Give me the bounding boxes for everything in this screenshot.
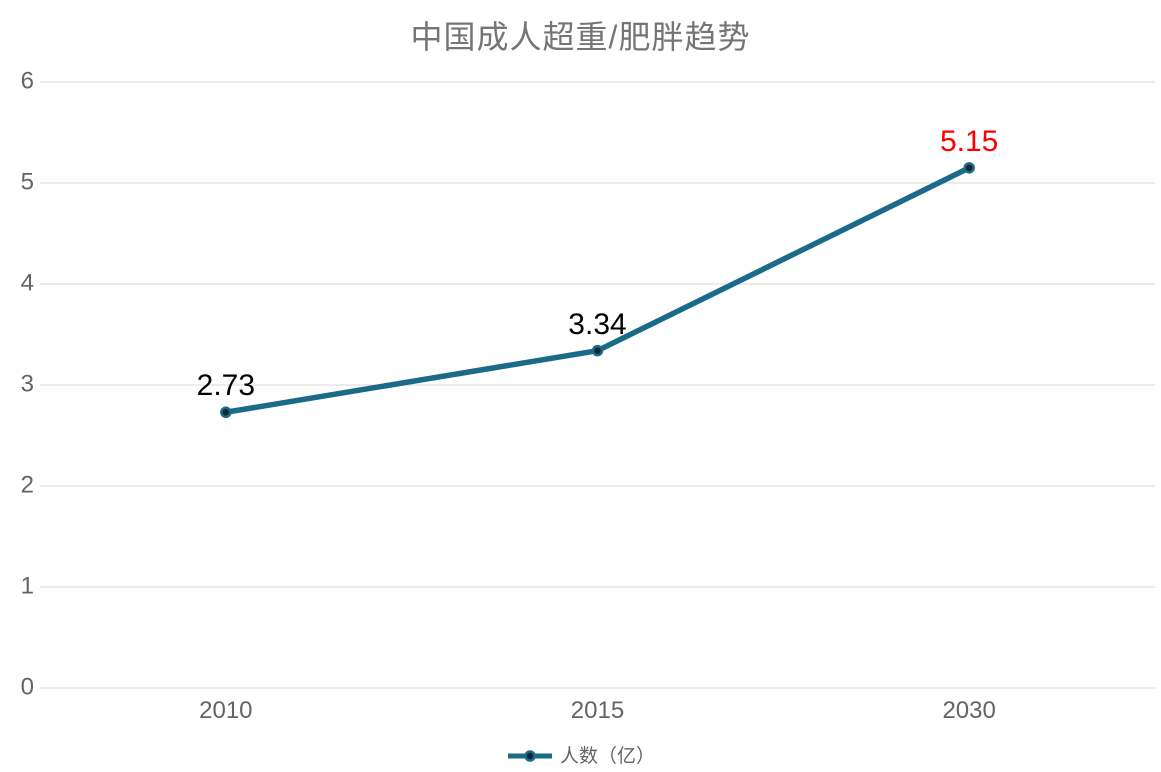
data-label: 2.73	[196, 369, 256, 403]
data-point-marker	[220, 406, 232, 419]
x-tick-label: 2015	[570, 697, 625, 724]
data-label: 3.34	[568, 307, 627, 341]
chart-title: 中国成人超重/肥胖趋势	[410, 19, 751, 55]
y-tick-label: 1	[20, 572, 34, 600]
y-tick-label: 0	[20, 673, 34, 701]
legend: 人数（亿）	[0, 743, 1161, 769]
y-tick-label: 2	[20, 471, 34, 499]
legend-label: 人数（亿）	[559, 745, 655, 767]
data-label-highlighted: 5.15	[939, 124, 999, 158]
y-tick-label: 5	[20, 168, 34, 196]
data-point-marker	[591, 344, 604, 357]
y-tick-label: 6	[20, 67, 34, 95]
x-tick-label: 2010	[199, 697, 253, 724]
y-tick-label: 3	[20, 370, 34, 398]
data-point-marker	[963, 162, 975, 174]
legend-line-marker-icon	[507, 750, 552, 762]
legend-dot	[524, 750, 536, 762]
trend-line	[223, 165, 972, 416]
y-tick-label: 4	[20, 269, 34, 297]
x-tick-label: 2030	[942, 697, 996, 724]
